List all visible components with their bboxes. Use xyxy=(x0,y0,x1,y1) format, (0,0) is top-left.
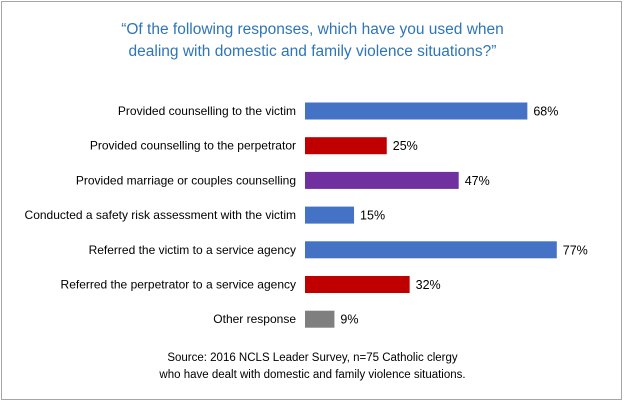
chart-title: “Of the following responses, which have … xyxy=(2,19,623,63)
bar xyxy=(305,276,410,293)
category-label: Provided counselling to the perpetrator xyxy=(90,139,296,153)
value-label: 25% xyxy=(393,139,418,153)
source-line-1: Source: 2016 NCLS Leader Survey, n=75 Ca… xyxy=(167,352,458,364)
category-label: Conducted a safety risk assessment with … xyxy=(25,208,296,222)
bar xyxy=(305,241,557,259)
bar xyxy=(305,137,387,155)
value-label: 47% xyxy=(465,174,490,188)
chart-title-line-1: “Of the following responses, which have … xyxy=(121,21,504,38)
bar xyxy=(305,171,459,189)
category-label: Referred the victim to a service agency xyxy=(89,243,296,257)
bar xyxy=(305,310,335,328)
value-label: 9% xyxy=(340,313,358,327)
chart-source-note: Source: 2016 NCLS Leader Survey, n=75 Ca… xyxy=(2,350,623,384)
value-label: 68% xyxy=(533,105,558,119)
value-label: 15% xyxy=(360,209,385,223)
category-label: Referred the perpetrator to a service ag… xyxy=(61,278,296,292)
category-label: Provided counselling to the victim xyxy=(118,104,296,118)
bar xyxy=(305,206,355,224)
category-label: Other response xyxy=(213,312,296,326)
value-label: 77% xyxy=(563,243,588,257)
source-line-2: who have dealt with domestic and family … xyxy=(159,369,466,381)
value-label: 32% xyxy=(416,278,441,292)
chart-title-line-2: dealing with domestic and family violenc… xyxy=(128,43,497,60)
category-label: Provided marriage or couples counselling xyxy=(76,173,296,187)
bar xyxy=(305,102,528,120)
